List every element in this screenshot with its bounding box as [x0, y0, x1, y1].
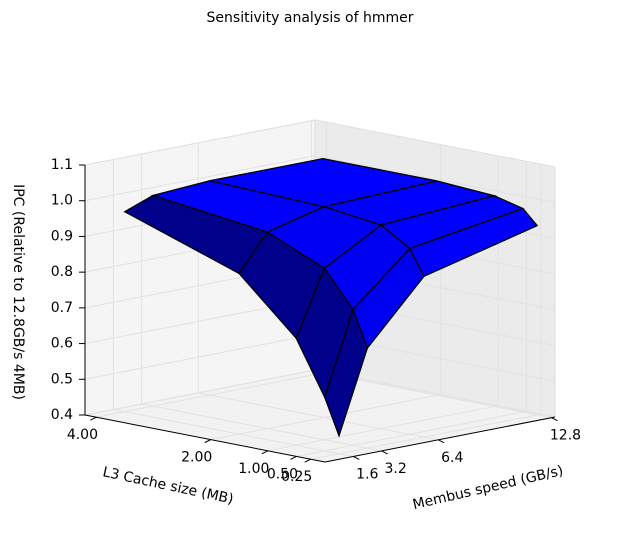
x-tick-label: 3.2	[384, 461, 406, 477]
y-tick-label: 2.00	[181, 450, 212, 466]
chart-title: Sensitivity analysis of hmmer	[207, 10, 414, 26]
x-tick	[438, 439, 445, 444]
z-tick-label: 0.6	[51, 336, 73, 352]
z-tick-label: 0.7	[51, 300, 73, 316]
y-tick	[261, 450, 269, 455]
z-tick-label: 1.0	[51, 193, 73, 209]
grid-line	[84, 119, 316, 166]
grid-line	[314, 155, 556, 204]
x-tick-label: 1.6	[356, 466, 378, 482]
grid-line	[84, 369, 316, 416]
grid-line	[314, 119, 556, 168]
surface-face	[324, 307, 369, 438]
x-tick	[381, 450, 388, 455]
grid-line	[267, 405, 498, 452]
y-tick	[204, 439, 211, 444]
y-tick	[90, 416, 97, 421]
y-tick	[304, 458, 311, 463]
y-tick	[290, 455, 297, 460]
y-tick-label: 4.00	[67, 427, 98, 443]
z-tick-label: 0.8	[51, 264, 73, 280]
x-axis-line	[324, 416, 556, 463]
grid-line	[141, 403, 382, 452]
grid-line	[96, 371, 327, 418]
grid-line	[210, 394, 441, 441]
z-tick-label: 0.9	[51, 228, 73, 244]
grid-line	[296, 410, 527, 457]
y-axis-line	[84, 414, 326, 463]
grid-line	[113, 408, 354, 457]
y-tick-label: 1.00	[238, 461, 269, 477]
grid-line	[84, 333, 316, 380]
z-tick-label: 0.4	[51, 407, 73, 423]
z-tick-label: 0.5	[51, 371, 73, 387]
grid-line	[84, 155, 316, 202]
y-tick-label: 0.25	[281, 469, 312, 485]
x-axis-label: Membus speed (GB/s)	[411, 463, 565, 513]
x-tick	[353, 456, 360, 460]
y-axis-label: L3 Cache size (MB)	[101, 464, 235, 507]
x-tick	[551, 417, 558, 422]
x-tick-label: 12.8	[550, 428, 581, 444]
y-tick-label: 0.50	[267, 466, 298, 482]
grid-line	[198, 392, 439, 441]
z-tick-label: 1.1	[51, 157, 73, 173]
x-tick-label: 6.4	[441, 450, 463, 466]
grid-line	[310, 413, 541, 460]
z-axis-label: IPC (Relative to 12.8GB/s 4MB)	[10, 184, 26, 400]
